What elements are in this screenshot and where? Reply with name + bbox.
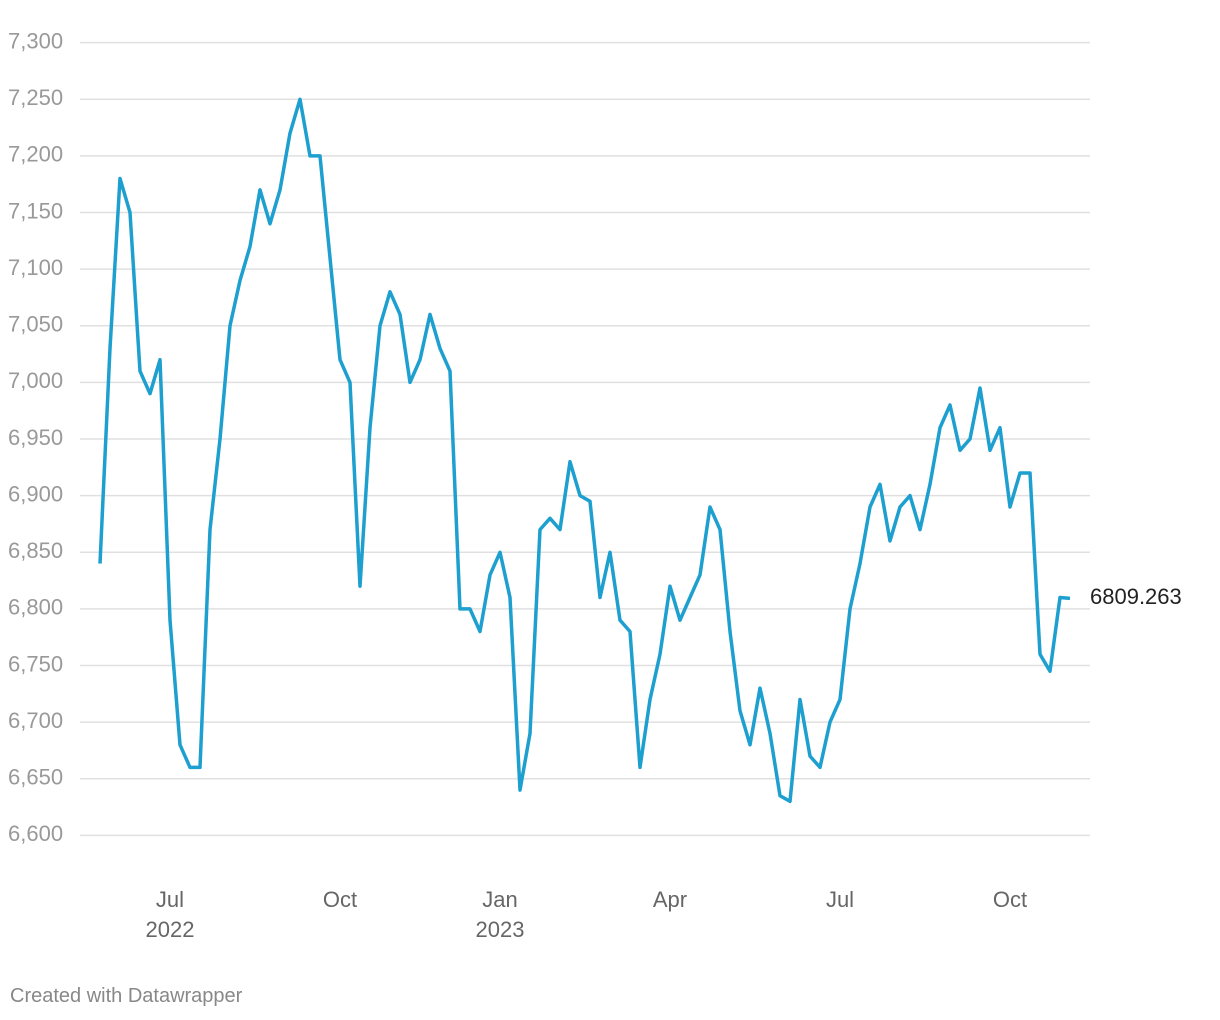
x-tick-label: Oct [992,887,1028,912]
y-tick-label: 6,950 [8,425,63,450]
y-tick-label: 6,850 [8,538,63,563]
y-tick-label: 7,150 [8,198,63,223]
end-value-label: 6809.263 [1090,584,1182,609]
x-tick-label: Apr [652,887,688,912]
y-tick-label: 7,250 [8,85,63,110]
y-tick-label: 6,900 [8,481,63,506]
y-tick-label: 6,600 [8,821,63,846]
y-tick-label: 7,300 [8,28,63,53]
x-tick-label: Oct [322,887,358,912]
y-tick-label: 7,050 [8,312,63,337]
data-line [98,97,1071,804]
y-tick-label: 7,100 [8,255,63,280]
y-tick-label: 7,200 [8,142,63,167]
x-tick-label: Jul 2022 [145,887,195,942]
x-tick-label: Jul [825,887,855,912]
y-tick-label: 6,650 [8,765,63,790]
y-tick-label: 6,700 [8,708,63,733]
y-tick-label: 6,750 [8,651,63,676]
x-tick-label: Jan 2023 [475,887,525,942]
footer: Created with Datawrapper [10,985,243,1007]
y-tick-label: 7,000 [8,368,63,393]
y-tick-label: 6,800 [8,595,63,620]
